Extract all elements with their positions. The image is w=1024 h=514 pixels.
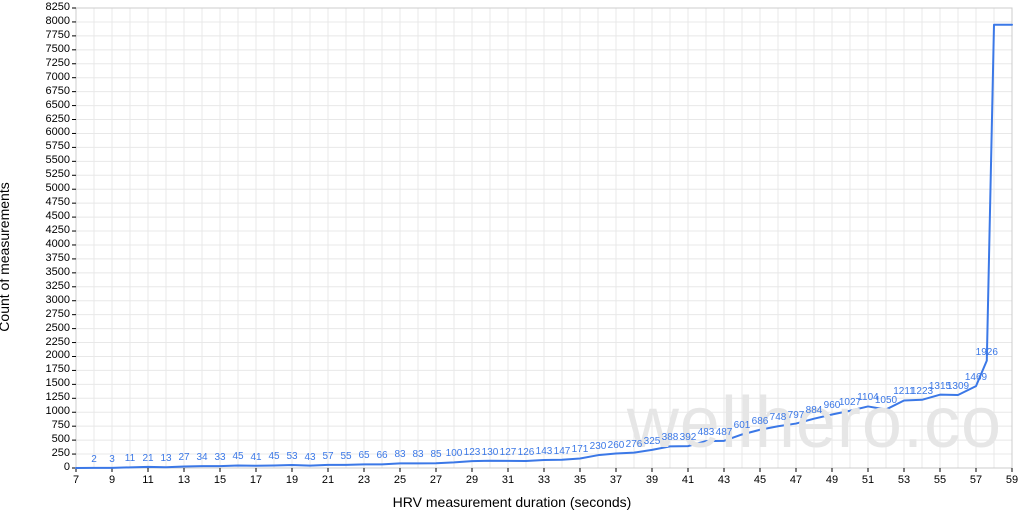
x-tick-label: 45 <box>754 474 766 486</box>
y-tick-label: 4000 <box>46 238 70 250</box>
x-tick-label: 27 <box>430 474 442 486</box>
x-tick-label: 7 <box>73 474 79 486</box>
y-tick-label: 5250 <box>46 168 70 180</box>
y-tick-label: 7000 <box>46 71 70 83</box>
x-tick-label: 25 <box>394 474 406 486</box>
y-tick-label: 8000 <box>46 15 70 27</box>
x-tick-label: 35 <box>574 474 586 486</box>
y-tick-label: 5500 <box>46 154 70 166</box>
y-tick-label: 3250 <box>46 280 70 292</box>
y-tick-label: 1000 <box>46 405 70 417</box>
x-tick-label: 19 <box>286 474 298 486</box>
x-tick-label: 47 <box>790 474 802 486</box>
x-tick-label: 31 <box>502 474 514 486</box>
y-tick-label: 2250 <box>46 336 70 348</box>
x-tick-label: 53 <box>898 474 910 486</box>
x-tick-label: 49 <box>826 474 838 486</box>
y-tick-label: 500 <box>52 433 70 445</box>
x-tick-label: 13 <box>178 474 190 486</box>
y-tick-label: 2500 <box>46 322 70 334</box>
chart-svg <box>0 0 1024 514</box>
y-tick-label: 2750 <box>46 308 70 320</box>
y-tick-label: 3000 <box>46 294 70 306</box>
x-tick-label: 41 <box>682 474 694 486</box>
y-tick-label: 3500 <box>46 266 70 278</box>
x-tick-label: 33 <box>538 474 550 486</box>
y-tick-label: 2000 <box>46 349 70 361</box>
y-tick-label: 3750 <box>46 252 70 264</box>
y-tick-label: 5000 <box>46 182 70 194</box>
line-chart: Count of measurements HRV measurement du… <box>0 0 1024 514</box>
y-tick-label: 7750 <box>46 29 70 41</box>
x-tick-label: 11 <box>142 474 153 486</box>
x-tick-label: 37 <box>610 474 622 486</box>
y-tick-label: 4500 <box>46 210 70 222</box>
x-axis-title: HRV measurement duration (seconds) <box>393 494 632 510</box>
y-tick-label: 1250 <box>46 391 70 403</box>
x-tick-label: 29 <box>466 474 478 486</box>
x-tick-label: 55 <box>934 474 946 486</box>
x-tick-label: 23 <box>358 474 370 486</box>
y-tick-label: 6250 <box>46 113 70 125</box>
y-tick-label: 6000 <box>46 126 70 138</box>
y-axis-title: Count of measurements <box>0 182 12 331</box>
y-tick-label: 1750 <box>46 363 70 375</box>
y-tick-label: 6750 <box>46 85 70 97</box>
y-tick-label: 6500 <box>46 99 70 111</box>
y-tick-label: 750 <box>52 419 70 431</box>
y-tick-label: 5750 <box>46 140 70 152</box>
y-tick-label: 4750 <box>46 196 70 208</box>
y-tick-label: 8250 <box>46 1 70 13</box>
y-tick-label: 0 <box>64 461 70 473</box>
x-tick-label: 17 <box>250 474 262 486</box>
x-tick-label: 21 <box>322 474 334 486</box>
x-tick-label: 9 <box>109 474 115 486</box>
x-tick-label: 51 <box>862 474 874 486</box>
x-tick-label: 59 <box>1006 474 1018 486</box>
x-tick-label: 43 <box>718 474 730 486</box>
y-tick-label: 7250 <box>46 57 70 69</box>
y-tick-label: 4250 <box>46 224 70 236</box>
y-tick-label: 7500 <box>46 43 70 55</box>
y-tick-label: 1500 <box>46 377 70 389</box>
x-tick-label: 57 <box>970 474 982 486</box>
y-tick-label: 250 <box>52 447 70 459</box>
x-tick-label: 15 <box>214 474 226 486</box>
x-tick-label: 39 <box>646 474 658 486</box>
